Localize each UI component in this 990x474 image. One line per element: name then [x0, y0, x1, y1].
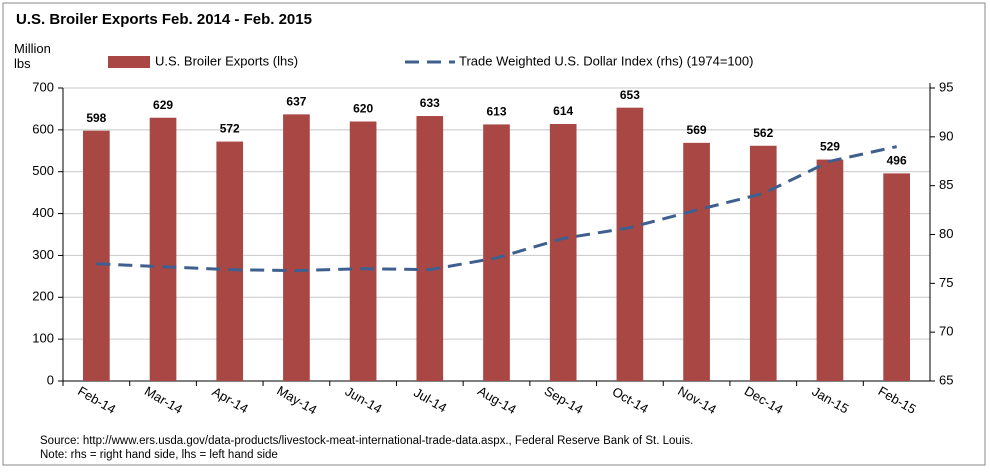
data-label: 614: [553, 104, 573, 118]
x-tick-label: Apr-14: [210, 384, 251, 417]
bar: [483, 124, 510, 381]
data-label: 620: [353, 102, 373, 116]
x-tick-label: Feb-14: [75, 383, 118, 417]
y-axis-label: Million lbs: [14, 41, 51, 71]
y-tick-label: 500: [32, 163, 54, 178]
data-label: 529: [820, 140, 840, 154]
data-label: 496: [887, 154, 907, 168]
bar: [416, 116, 444, 382]
bar: [149, 117, 177, 382]
bar: [883, 173, 910, 381]
data-label: 562: [753, 126, 773, 140]
y-tick-label: 700: [32, 79, 54, 94]
bar: [216, 141, 244, 381]
x-tick-label: Dec-14: [742, 383, 786, 417]
y-tick-label: 400: [32, 205, 54, 220]
bar: [749, 145, 777, 381]
x-tick-label: Aug-14: [475, 383, 519, 417]
chart-title: U.S. Broiler Exports Feb. 2014 - Feb. 20…: [16, 11, 312, 28]
source: Source: http://www.ers.usda.gov/data-pro…: [40, 435, 693, 447]
legend-label: U.S. Broiler Exports (lhs): [155, 53, 298, 68]
y-tick-label: 200: [32, 289, 54, 304]
y-tick-label: 300: [32, 247, 54, 262]
y2-tick-label: 75: [939, 275, 953, 290]
data-label: 653: [620, 88, 640, 102]
x-tick-label: Feb-15: [876, 383, 919, 417]
x-tick-label: Jan-15: [810, 384, 852, 417]
data-label: 613: [486, 105, 506, 119]
note: Note: rhs = right hand side, lhs = left …: [40, 449, 278, 461]
line: [96, 145, 897, 273]
bar: [816, 159, 844, 381]
data-label: 598: [86, 111, 106, 125]
bar: [549, 123, 577, 382]
x-tick-label: Jun-14: [343, 384, 385, 417]
y2-tick-label: 95: [939, 79, 953, 94]
x-tick-label: May-14: [274, 383, 319, 418]
legend-swatch: [108, 56, 150, 68]
y2-tick-label: 85: [939, 177, 953, 192]
data-label: 572: [220, 122, 240, 136]
frame: [2, 2, 986, 466]
y2-tick-label: 80: [939, 226, 953, 241]
data-label: 633: [420, 96, 440, 110]
data-label: 637: [286, 95, 306, 109]
x-tick-label: Mar-14: [142, 383, 185, 417]
bar: [283, 114, 310, 382]
x-tick-label: Sep-14: [542, 383, 586, 417]
x-tick-label: Jul-14: [411, 385, 449, 416]
bar: [349, 121, 377, 381]
data-label: 629: [153, 98, 173, 112]
y2-tick-label: 70: [939, 324, 953, 339]
y-tick-label: 100: [32, 331, 54, 346]
bar: [83, 130, 110, 381]
y-tick-label: 600: [32, 121, 54, 136]
bar: [683, 142, 710, 381]
data-label: 569: [687, 123, 707, 137]
y-tick-label: 0: [47, 372, 54, 387]
x-tick-label: Oct-14: [610, 384, 651, 416]
legend-label: Trade Weighted U.S. Dollar Index (rhs) (…: [459, 53, 753, 68]
y2-tick-label: 65: [939, 372, 953, 387]
y2-tick-label: 90: [939, 128, 953, 143]
bar: [616, 107, 644, 382]
x-tick-label: Nov-14: [675, 383, 719, 417]
